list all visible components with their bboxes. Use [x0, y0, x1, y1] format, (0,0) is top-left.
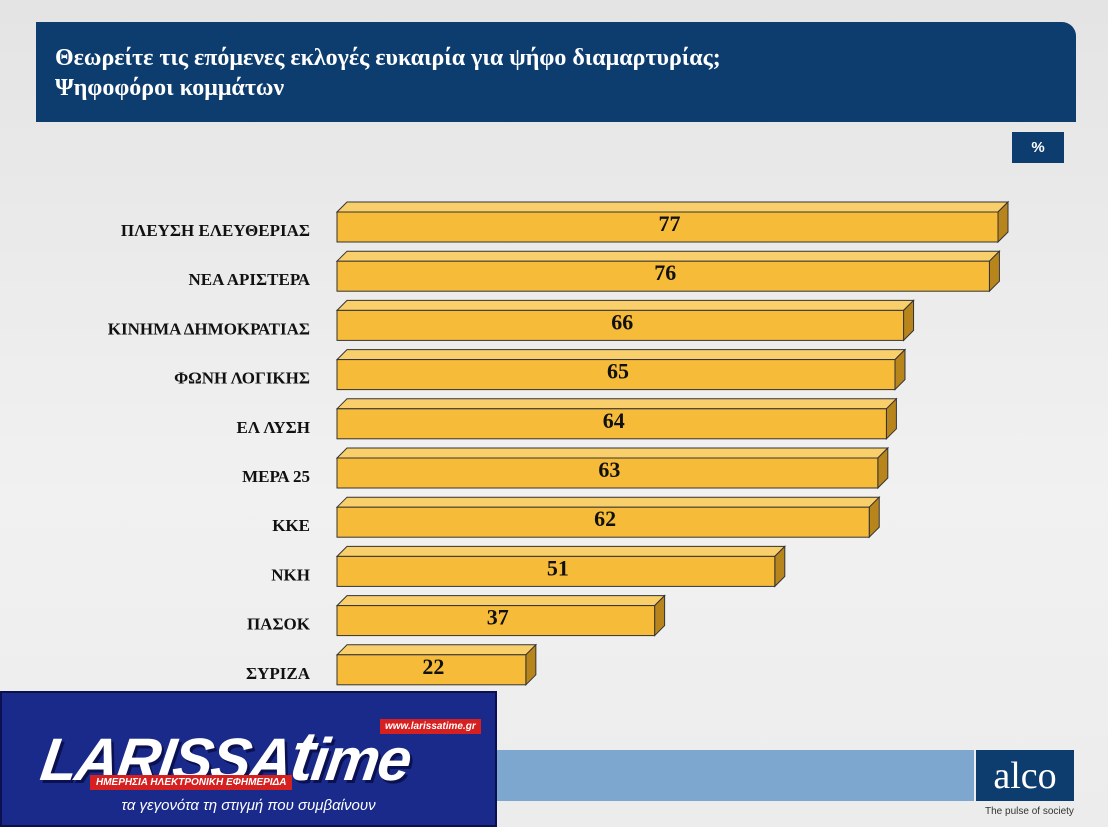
bar [336, 359, 896, 391]
larissatime-logo-overlay: LARISSAtime www.larissatime.gr ΗΜΕΡΗΣΙΑ … [0, 691, 497, 827]
bar [336, 408, 887, 440]
bar-value-label: 22 [422, 654, 444, 679]
bar [336, 309, 905, 341]
category-label: ΝΕΑ ΑΡΙΣΤΕΡΑ [189, 270, 311, 289]
chart-header: Θεωρείτε τις επόμενες εκλογές ευκαιρία γ… [36, 22, 1076, 122]
bar-value-label: 51 [547, 555, 569, 580]
bar-value-label: 77 [659, 211, 681, 236]
category-label: ΦΩΝΗ ΛΟΓΙΚΗΣ [174, 369, 310, 388]
chart-title: Θεωρείτε τις επόμενες εκλογές ευκαιρία γ… [55, 45, 721, 71]
larissatime-slogan: τα γεγονότα τη στιγμή που συμβαίνουν [121, 797, 376, 814]
category-label: ΝΚΗ [271, 565, 310, 584]
alco-logo: alco [976, 750, 1074, 801]
footer-strip [490, 750, 974, 801]
bar [336, 457, 879, 489]
category-label: ΕΛ ΛΥΣΗ [237, 418, 310, 437]
bar-value-label: 66 [611, 309, 633, 334]
category-label: ΠΑΣΟΚ [247, 615, 311, 634]
bar [336, 654, 527, 686]
category-label: ΣΥΡΙΖΑ [246, 664, 311, 683]
category-label: ΚΙΝΗΜΑ ΔΗΜΟΚΡΑΤΙΑΣ [108, 319, 310, 338]
category-label: ΠΛΕΥΣΗ ΕΛΕΥΘΕΡΙΑΣ [121, 221, 310, 240]
alco-tagline: The pulse of society [985, 806, 1074, 817]
brand-ime: ime [307, 726, 415, 793]
bar [336, 605, 656, 637]
bar-value-label: 62 [594, 506, 616, 531]
larissatime-url: www.larissatime.gr [380, 719, 481, 734]
bar [336, 211, 999, 243]
bar-value-label: 37 [487, 605, 509, 630]
bar-value-label: 64 [603, 408, 625, 433]
bar-value-label: 65 [607, 359, 629, 384]
bar [336, 260, 990, 292]
bar [336, 555, 776, 587]
unit-badge: % [1012, 132, 1064, 163]
category-label: ΚΚΕ [272, 516, 310, 535]
chart-subtitle: Ψηφοφόροι κομμάτων [55, 75, 285, 101]
bar-value-label: 76 [654, 260, 676, 285]
bar [336, 506, 870, 538]
larissatime-subtitle: ΗΜΕΡΗΣΙΑ ΗΛΕΚΤΡΟΝΙΚΗ ΕΦΗΜΕΡΙΔΑ [90, 775, 293, 790]
bar-value-label: 63 [598, 457, 620, 482]
category-label: ΜΕΡΑ 25 [242, 467, 310, 486]
